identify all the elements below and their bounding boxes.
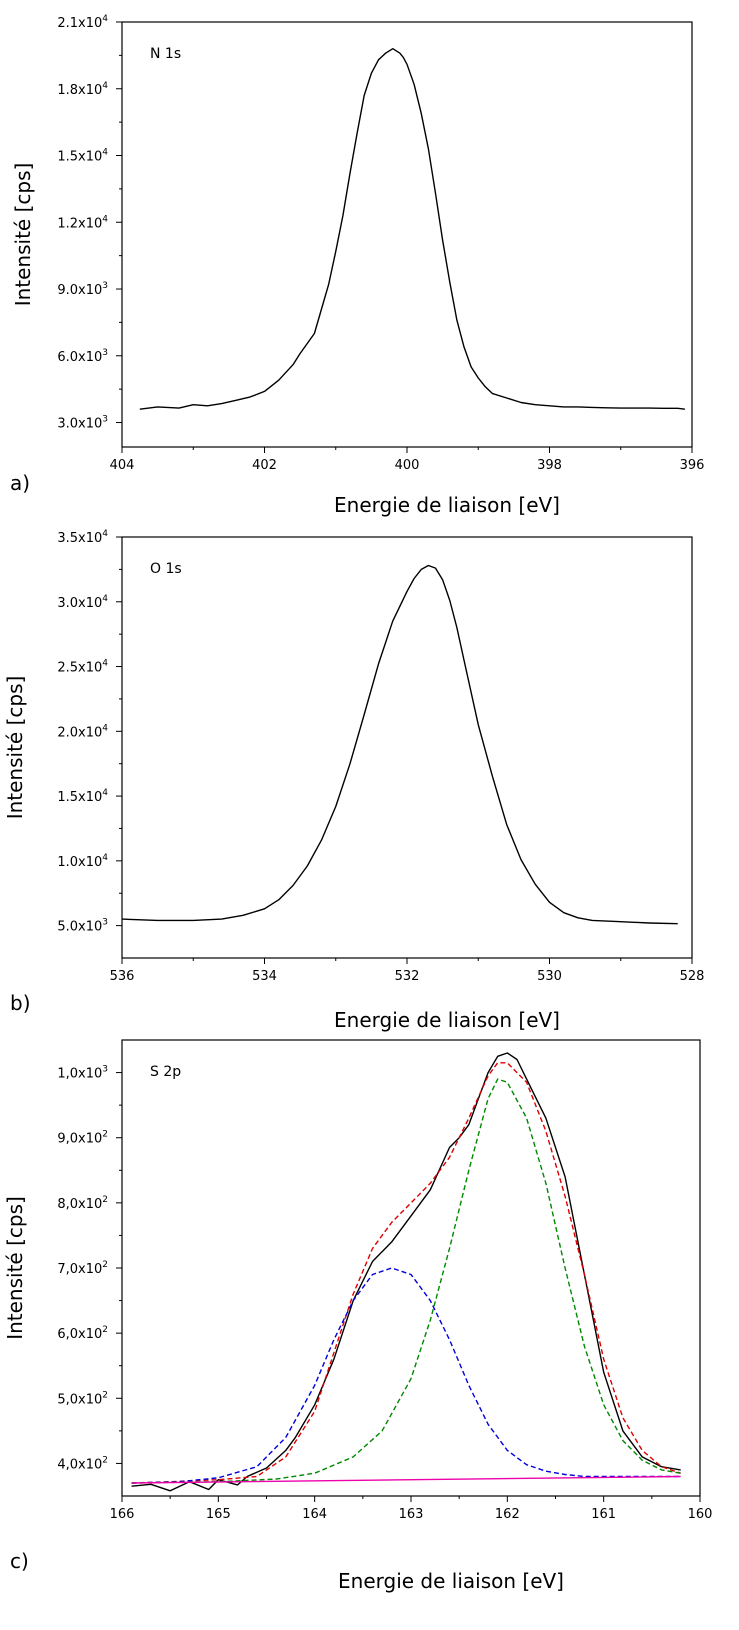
y-tick-label: 3.5x104 (57, 529, 108, 546)
y-tick-label: 1.2x104 (57, 214, 108, 231)
y-tick-label: 7,0x102 (57, 1260, 108, 1277)
chart-panel-a: 404 402 400 398 396 3.0x103 6.0x103 9.0x103 1.2x… (10, 14, 704, 517)
y-tick-label: 1.0x104 (57, 853, 108, 870)
series-line-1 (122, 564, 678, 925)
x-tick-label: 536 (110, 969, 135, 984)
panel-letter: c) (10, 1549, 29, 1573)
series-line-1 (131, 1052, 681, 1492)
x-tick-label: 161 (591, 1507, 616, 1522)
y-tick-label: 6,0x102 (57, 1325, 108, 1342)
y-tick-label: 2.0x104 (57, 723, 108, 740)
x-tick-label: 396 (680, 458, 705, 473)
series-line-2 (131, 1062, 681, 1484)
y-tick-label: 9.0x103 (57, 281, 108, 298)
x-tick-label: 398 (537, 458, 562, 473)
series-line-1 (139, 48, 685, 410)
panel-letter: b) (10, 991, 31, 1015)
y-tick-label: 2.5x104 (57, 659, 108, 676)
x-tick-label: 166 (110, 1507, 135, 1522)
y-tick-label: 1.5x104 (57, 148, 108, 165)
y-tick-label: 8,0x102 (57, 1195, 108, 1212)
y-tick-label: 9,0x102 (57, 1130, 108, 1147)
series-line-5 (131, 1475, 681, 1484)
plot-frame (121, 536, 693, 959)
y-axis-label: Intensité [cps] (11, 163, 35, 307)
peak-label: O 1s (150, 561, 182, 577)
series-line-4 (131, 1078, 681, 1484)
y-tick-label: 3.0x104 (57, 594, 108, 611)
y-tick-label: 6.0x103 (57, 348, 108, 365)
chart-panel-b: 536 534 532 530 528 5.0x103 1.0x104 1.5x104 2.0x… (3, 529, 704, 1032)
x-tick-label: 532 (395, 969, 420, 984)
plot-frame (121, 1039, 701, 1497)
x-tick-label: 400 (395, 458, 420, 473)
x-axis-label: Energie de liaison [eV] (334, 493, 560, 517)
x-tick-label: 530 (537, 969, 562, 984)
x-tick-label: 163 (399, 1507, 424, 1522)
y-tick-label: 1,0x103 (57, 1065, 108, 1082)
panel-letter: a) (10, 471, 30, 495)
x-tick-label: 164 (302, 1507, 327, 1522)
chart-panel-c: 166 165 164 163 162 161 160 4,0x102 5,0x102 6,0x1… (3, 1039, 713, 1593)
x-tick-label: 534 (252, 969, 277, 984)
y-tick-label: 5.0x103 (57, 918, 108, 935)
x-tick-label: 165 (206, 1507, 231, 1522)
y-tick-label: 1.5x104 (57, 788, 108, 805)
x-tick-label: 402 (252, 458, 277, 473)
plot-frame (121, 21, 693, 448)
x-tick-label: 404 (110, 458, 135, 473)
peak-label: S 2p (150, 1064, 181, 1080)
x-axis-label: Energie de liaison [eV] (334, 1008, 560, 1032)
x-tick-label: 528 (680, 969, 705, 984)
y-tick-label: 2.1x104 (57, 14, 108, 31)
y-tick-label: 5,0x102 (57, 1390, 108, 1407)
x-tick-label: 162 (495, 1507, 520, 1522)
y-tick-label: 4,0x102 (57, 1455, 108, 1472)
y-tick-label: 3.0x103 (57, 415, 108, 432)
x-axis-label: Energie de liaison [eV] (338, 1569, 564, 1593)
x-tick-label: 160 (688, 1507, 713, 1522)
peak-label: N 1s (150, 46, 181, 62)
y-tick-label: 1.8x104 (57, 81, 108, 98)
series-line-3 (131, 1267, 681, 1484)
y-axis-label: Intensité [cps] (3, 676, 27, 820)
y-axis-label: Intensité [cps] (3, 1196, 27, 1340)
